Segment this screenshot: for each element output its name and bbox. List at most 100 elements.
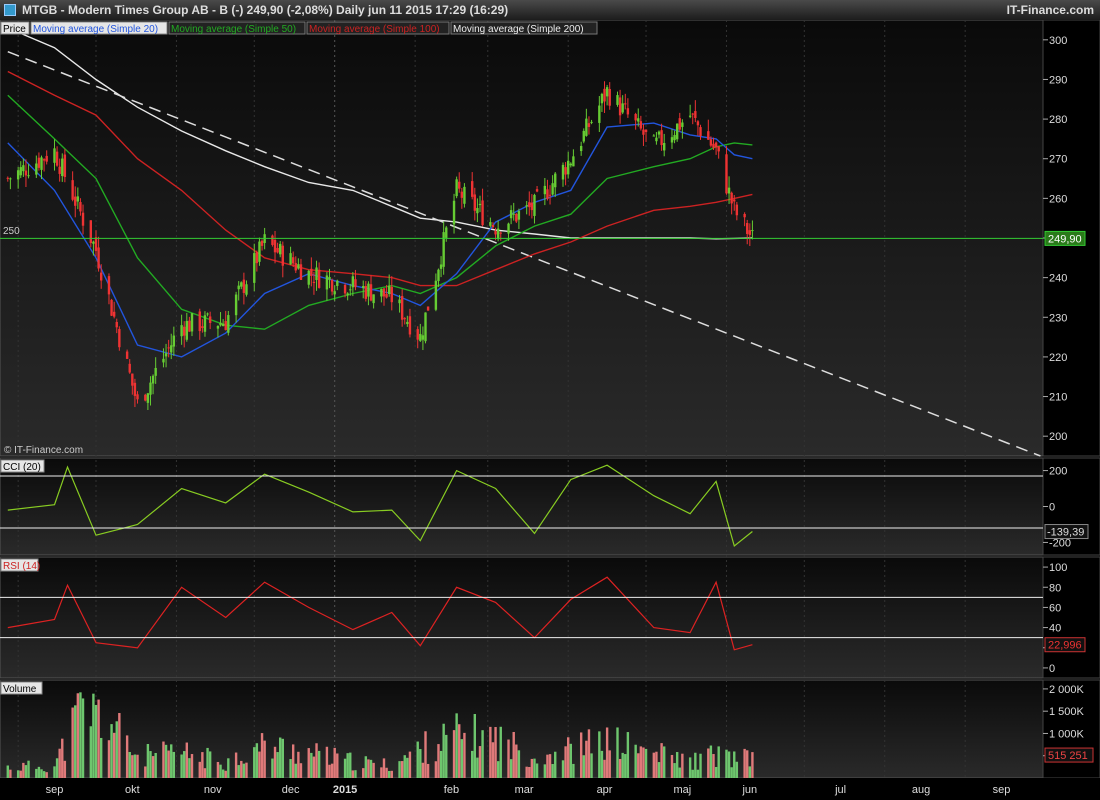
volume-bar bbox=[579, 732, 583, 778]
candle-body bbox=[434, 280, 438, 310]
volume-bar bbox=[515, 744, 518, 778]
volume-bar bbox=[471, 750, 474, 778]
volume-bar bbox=[507, 739, 510, 778]
x-axis-label-jun: jun bbox=[741, 784, 757, 796]
volume-bar bbox=[567, 737, 570, 778]
candle-body bbox=[55, 151, 59, 166]
candle-body bbox=[657, 131, 661, 135]
candle-body bbox=[208, 316, 212, 323]
candle-body bbox=[330, 280, 334, 292]
legend-ma20-box[interactable] bbox=[30, 21, 168, 35]
candle-body bbox=[372, 294, 375, 304]
candle-body bbox=[416, 329, 419, 340]
candle-body bbox=[681, 122, 684, 127]
candle-body bbox=[525, 205, 528, 207]
volume-bar bbox=[55, 758, 59, 778]
x-axis-label-maj: maj bbox=[673, 784, 691, 796]
candle-body bbox=[499, 232, 502, 234]
rsi-line bbox=[7, 576, 753, 651]
legend-ma100-label[interactable]: Moving average (Simple 100) bbox=[309, 24, 440, 35]
candle-body bbox=[590, 121, 593, 123]
volume-panel-label-box bbox=[0, 681, 43, 695]
candle-body bbox=[273, 239, 277, 253]
candle-body bbox=[437, 269, 440, 282]
legend-ma20-label[interactable]: Moving average (Simple 20) bbox=[33, 24, 158, 35]
volume-bar bbox=[551, 764, 554, 778]
candle-body bbox=[162, 358, 165, 363]
x-axis-label-2015: 2015 bbox=[333, 784, 357, 796]
volume-bar bbox=[746, 750, 749, 778]
candle-body bbox=[637, 118, 640, 122]
volume-bar bbox=[499, 726, 502, 778]
panel-cci-background bbox=[0, 457, 1044, 556]
candle-body bbox=[188, 320, 191, 332]
volume-bar bbox=[224, 770, 227, 778]
rsi-tick-label: 80 bbox=[1049, 582, 1061, 594]
candle-body bbox=[673, 135, 676, 141]
candle-body bbox=[572, 156, 575, 167]
rsi-panel-label: RSI (14) bbox=[3, 561, 40, 572]
volume-bar bbox=[154, 752, 157, 778]
price-tick-label: 200 bbox=[1049, 431, 1067, 443]
candle-body bbox=[507, 223, 510, 234]
legend-ma200-box[interactable] bbox=[450, 21, 598, 35]
candle-body bbox=[42, 159, 46, 161]
legend-ma100-box[interactable] bbox=[306, 21, 450, 35]
candle-body bbox=[164, 353, 168, 357]
ma100-line bbox=[7, 70, 753, 287]
volume-bar bbox=[255, 743, 259, 778]
candle-body bbox=[271, 235, 274, 245]
volume-bar bbox=[600, 750, 604, 778]
candle-body bbox=[333, 291, 336, 295]
candle-body bbox=[149, 382, 152, 395]
x-axis-area bbox=[0, 778, 1100, 800]
volume-bar bbox=[291, 744, 295, 778]
candle-body bbox=[476, 208, 479, 214]
candle-body bbox=[131, 373, 134, 386]
candle-body bbox=[585, 118, 588, 136]
candle-body bbox=[151, 375, 155, 384]
volume-bar bbox=[146, 744, 150, 778]
candle-body bbox=[354, 279, 357, 288]
candle-body bbox=[289, 253, 292, 265]
volume-bar bbox=[712, 754, 715, 778]
volume-bar bbox=[681, 753, 684, 778]
price-tick-label: 300 bbox=[1049, 35, 1067, 47]
candle-body bbox=[16, 170, 20, 180]
candle-body bbox=[242, 279, 246, 293]
volume-bar bbox=[458, 724, 461, 778]
volume-bar bbox=[390, 770, 393, 778]
candle-body bbox=[569, 163, 572, 166]
legend-ma50-label[interactable]: Moving average (Simple 50) bbox=[171, 24, 296, 35]
volume-bar bbox=[110, 724, 113, 778]
volume-bar bbox=[27, 760, 30, 778]
volume-bar bbox=[317, 750, 321, 778]
candle-body bbox=[694, 111, 697, 118]
candle-body bbox=[63, 154, 67, 178]
candle-body bbox=[240, 282, 243, 287]
candle-body bbox=[406, 321, 409, 325]
legend-ma200-label[interactable]: Moving average (Simple 200) bbox=[453, 24, 584, 35]
legend-ma50-box[interactable] bbox=[168, 21, 306, 35]
volume-bar bbox=[387, 770, 391, 778]
volume-bar bbox=[624, 754, 627, 778]
volume-bar bbox=[162, 741, 165, 778]
trend-line[interactable] bbox=[7, 51, 1041, 457]
volume-bar bbox=[206, 747, 209, 778]
volume-bar bbox=[315, 743, 318, 778]
candle-body bbox=[582, 130, 585, 142]
x-axis-label-dec: dec bbox=[282, 784, 300, 796]
volume-last-box bbox=[1044, 747, 1094, 763]
candle-body bbox=[735, 204, 739, 216]
volume-bar bbox=[333, 747, 336, 778]
candle-body bbox=[107, 276, 111, 295]
candle-body bbox=[733, 199, 736, 202]
volume-bar bbox=[37, 766, 41, 778]
candle-body bbox=[385, 294, 388, 298]
candle-body bbox=[364, 286, 368, 299]
stock-chart[interactable]: 300 290 280 270 260 250 240 230 220 210 200 200 0 -20… bbox=[0, 20, 1100, 800]
candle-body bbox=[81, 212, 85, 226]
candle-body bbox=[548, 194, 552, 196]
candle-body bbox=[382, 288, 386, 297]
volume-bar bbox=[112, 732, 116, 778]
